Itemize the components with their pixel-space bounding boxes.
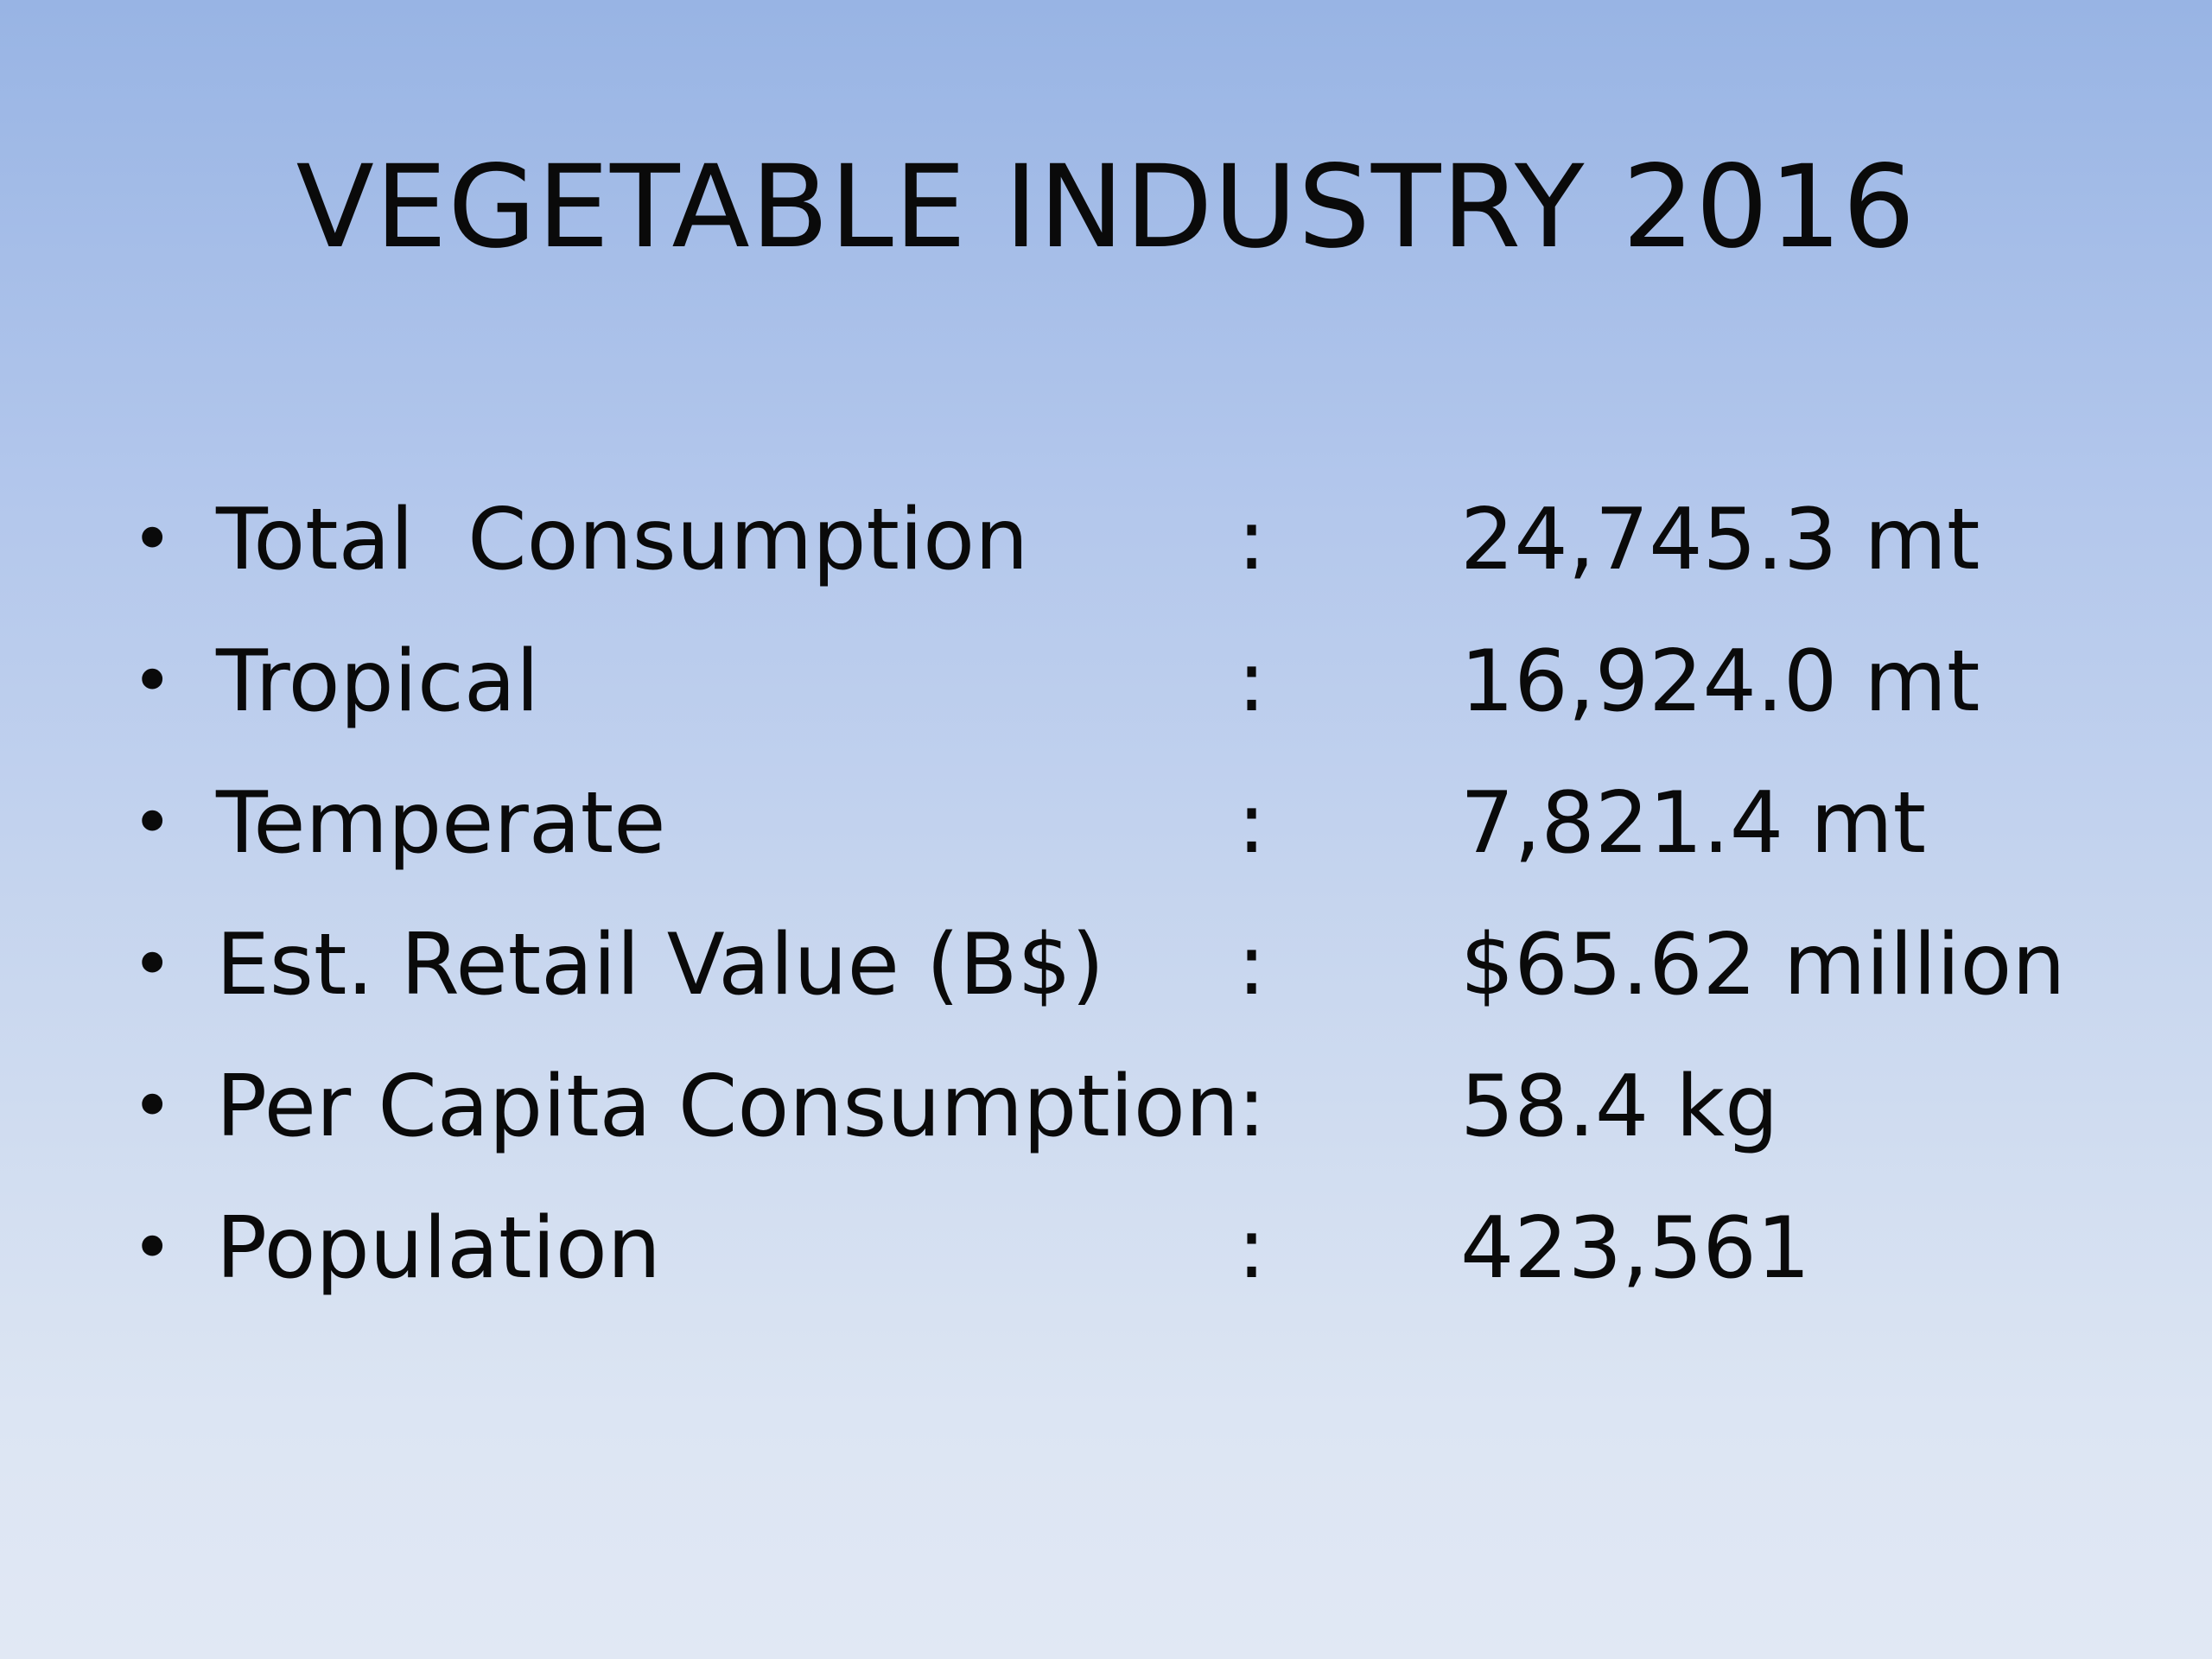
stat-row-tropical: • Tropical : 16,924.0 mt [0, 621, 2212, 763]
stats-list: • Total Consumption : 24,745.3 mt • Trop… [0, 480, 2212, 1330]
bullet-icon: • [131, 782, 174, 864]
stat-label: Tropical [216, 632, 540, 731]
stat-label: Est. Retail Value (B$) [216, 916, 1105, 1014]
stat-value: 7,821.4 mt [1460, 774, 1927, 873]
stat-row-per-capita: • Per Capita Consumption : 58.4 kg [0, 1046, 2212, 1188]
bullet-icon: • [131, 499, 174, 581]
stat-row-temperate: • Temperate : 7,821.4 mt [0, 763, 2212, 905]
stat-value: $65.62 million [1460, 916, 2066, 1014]
stat-value: 16,924.0 mt [1460, 632, 1980, 731]
stat-value: 58.4 kg [1460, 1058, 1779, 1156]
bullet-icon: • [131, 1207, 174, 1289]
stat-separator: : [1237, 491, 1267, 589]
bullet-icon: • [131, 924, 174, 1006]
stat-separator: : [1237, 1199, 1267, 1298]
stat-separator: : [1237, 632, 1267, 731]
stat-label: Temperate [216, 774, 666, 873]
bullet-icon: • [131, 1065, 174, 1147]
stat-label: Population [216, 1199, 661, 1298]
stat-separator: : [1237, 916, 1267, 1014]
stat-row-total-consumption: • Total Consumption : 24,745.3 mt [0, 480, 2212, 621]
stat-value: 423,561 [1460, 1199, 1811, 1298]
stat-row-retail-value: • Est. Retail Value (B$) : $65.62 millio… [0, 905, 2212, 1046]
bullet-icon: • [131, 640, 174, 722]
stat-separator: : [1237, 774, 1267, 873]
stat-separator: : [1237, 1058, 1267, 1156]
stat-row-population: • Population : 423,561 [0, 1188, 2212, 1330]
stat-value: 24,745.3 mt [1460, 491, 1980, 589]
stat-label: Per Capita Consumption [216, 1058, 1239, 1156]
stat-label: Total Consumption [216, 491, 1029, 589]
slide-title: VEGETABLE INDUSTRY 2016 [296, 141, 1916, 274]
